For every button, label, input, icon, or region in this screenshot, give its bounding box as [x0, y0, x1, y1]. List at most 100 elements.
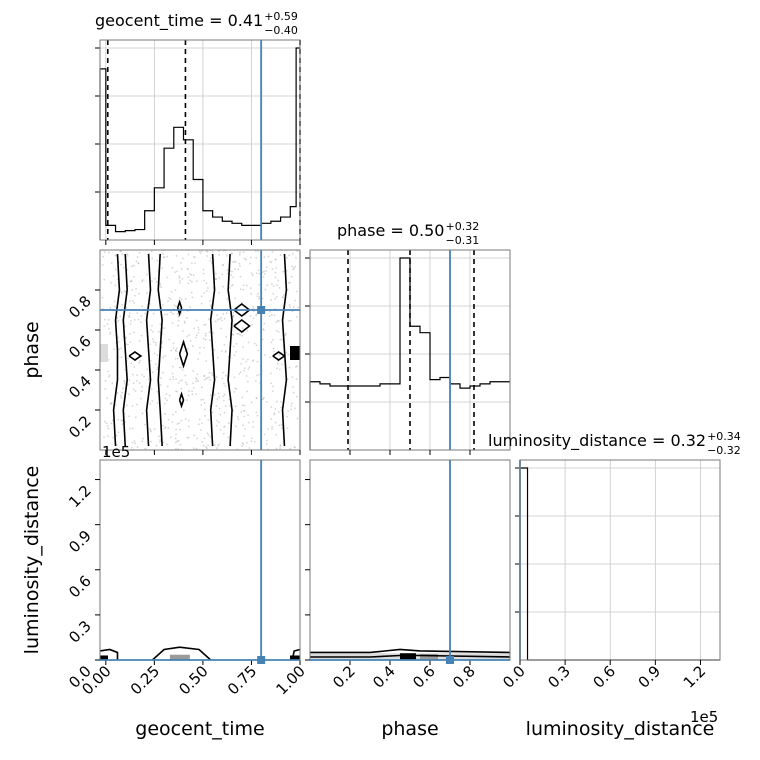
density-point	[128, 393, 130, 396]
density-point	[293, 446, 296, 448]
density-point	[177, 324, 179, 327]
density-point	[270, 372, 272, 375]
density-point	[242, 443, 245, 446]
density-point	[292, 391, 295, 394]
density-point	[183, 320, 186, 323]
density-point	[163, 427, 166, 430]
density-point	[103, 325, 106, 328]
density-point	[109, 306, 112, 309]
density-point	[291, 376, 294, 379]
density-point	[257, 269, 260, 272]
density-point	[120, 347, 122, 350]
density-point	[189, 273, 191, 275]
density-point	[112, 436, 115, 439]
density-point	[236, 332, 239, 335]
density-point	[205, 446, 207, 448]
density-point	[274, 421, 277, 424]
density-point	[237, 418, 240, 421]
xtick-label-phase: 0.2	[329, 662, 359, 692]
density-point	[207, 434, 210, 436]
density-point	[161, 267, 164, 270]
contour-line	[209, 253, 216, 447]
density-point	[252, 359, 255, 362]
density-point	[211, 372, 213, 374]
density-point	[180, 268, 183, 270]
density-point	[177, 448, 180, 450]
density-point	[116, 443, 118, 446]
density-point	[165, 393, 168, 396]
density-point	[215, 447, 218, 450]
density-scatter	[101, 249, 299, 451]
density-point	[102, 255, 104, 258]
density-point	[253, 342, 256, 345]
density-point	[256, 414, 259, 417]
density-point	[218, 407, 221, 410]
density-point	[195, 377, 197, 379]
density-point	[166, 399, 169, 402]
density-point	[222, 395, 225, 398]
density-point	[136, 256, 139, 258]
density-point	[192, 274, 195, 276]
density-point	[170, 349, 173, 352]
density-point	[245, 375, 248, 377]
density-point	[265, 439, 268, 442]
density-point	[233, 354, 236, 357]
density-point	[255, 314, 257, 316]
density-point	[179, 380, 182, 382]
density-point	[176, 440, 179, 443]
density-point	[168, 338, 171, 341]
density-point	[252, 420, 254, 423]
density-point	[215, 376, 218, 378]
panel-title: luminosity_distance = 0.32	[488, 431, 706, 451]
density-point	[217, 250, 220, 253]
density-point	[134, 294, 136, 297]
density-point	[156, 366, 159, 369]
density-point	[126, 445, 129, 448]
density-point	[180, 387, 183, 390]
panel-geocent-phase	[99, 249, 301, 451]
density-point	[233, 391, 236, 393]
ytick-label-phase: 0.4	[65, 372, 95, 402]
density-point	[203, 374, 206, 377]
density-point	[171, 266, 174, 269]
density-point	[204, 414, 206, 417]
density-point	[125, 307, 128, 309]
density-point	[211, 411, 214, 414]
xtick-label-luminosity_distance: 0.0	[499, 662, 529, 692]
density-point	[170, 311, 172, 314]
density-point	[267, 427, 269, 430]
density-point	[279, 254, 282, 257]
truth-marker	[446, 656, 454, 664]
density-point	[228, 398, 231, 401]
density-point	[243, 415, 246, 418]
density-point	[265, 266, 268, 269]
density-point	[281, 427, 283, 429]
density-point	[133, 318, 136, 321]
density-point	[128, 379, 131, 381]
density-point	[181, 379, 184, 382]
offset-text-x: 1e5	[690, 708, 718, 726]
density-point	[287, 410, 290, 412]
density-point	[274, 298, 276, 300]
density-point	[212, 251, 214, 253]
density-point	[176, 357, 179, 360]
density-point	[192, 382, 195, 385]
density-block-left	[100, 655, 108, 660]
density-point	[172, 342, 175, 345]
density-point	[232, 312, 235, 314]
density-point	[200, 302, 203, 305]
density-point	[253, 440, 256, 443]
density-point	[258, 297, 260, 300]
density-point	[278, 354, 281, 357]
density-point	[246, 358, 249, 361]
density-point	[227, 422, 230, 425]
contour-line	[281, 253, 288, 447]
density-point	[271, 390, 274, 393]
density-point	[240, 411, 243, 413]
density-point	[148, 343, 151, 346]
density-point	[149, 429, 152, 432]
density-point	[290, 275, 293, 278]
contour-loop	[128, 351, 143, 361]
density-point	[127, 343, 129, 346]
